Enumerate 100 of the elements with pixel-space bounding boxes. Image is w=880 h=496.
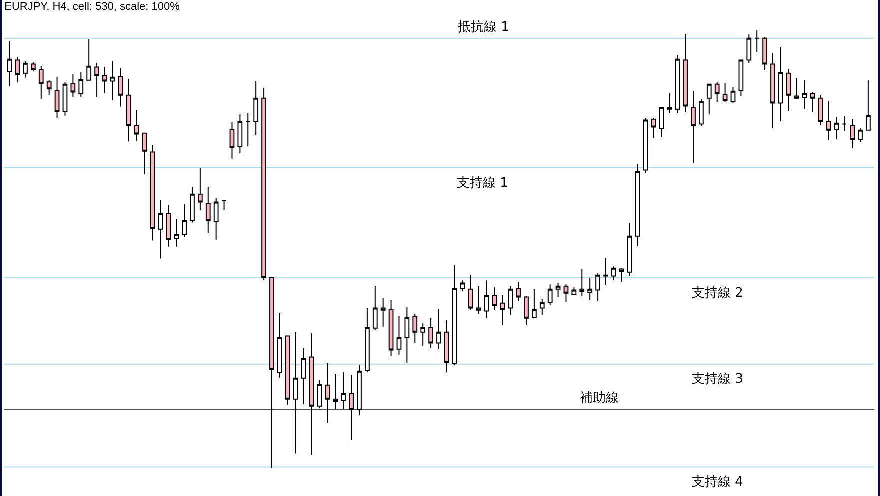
- candlestick: [118, 68, 124, 108]
- candlestick: [476, 286, 482, 315]
- candlestick: [722, 82, 728, 103]
- candlestick: [357, 365, 362, 416]
- candlestick: [333, 374, 338, 410]
- candlestick: [278, 313, 282, 378]
- candlestick: [30, 62, 36, 72]
- candlestick: [706, 84, 712, 116]
- candlestick: [388, 300, 394, 357]
- candlestick: [619, 268, 624, 283]
- candlestick: [635, 164, 640, 247]
- ref-line-label: 抵抗線 1: [457, 20, 510, 35]
- candlestick: [540, 298, 545, 316]
- candlestick: [770, 52, 776, 130]
- ref-line-label: 支持線 2: [692, 286, 744, 301]
- candlestick: [254, 80, 259, 136]
- candlestick: [182, 204, 187, 238]
- candlestick: [842, 116, 848, 132]
- candlestick: [230, 122, 235, 160]
- candlestick: [460, 280, 466, 292]
- candlestick: [110, 60, 116, 102]
- ref-line-label: 補助線: [580, 391, 619, 406]
- candlestick: [572, 287, 577, 296]
- candlestick: [866, 80, 871, 131]
- candlestick: [588, 278, 593, 301]
- candlestick: [317, 380, 322, 410]
- candlestick: [556, 282, 561, 298]
- candlestick: [78, 72, 84, 98]
- candlestick: [612, 266, 616, 282]
- candlestick: [730, 86, 736, 104]
- candlestick: [596, 273, 600, 302]
- ref-line-label: 支持線 1: [457, 176, 508, 191]
- candlestick: [166, 204, 172, 248]
- candlestick: [46, 79, 52, 96]
- candlestick: [834, 116, 840, 140]
- candlestick: [850, 118, 855, 149]
- candlestick: [802, 80, 808, 110]
- candlestick: [604, 258, 608, 286]
- candlestick: [262, 87, 266, 281]
- candlestick: [206, 186, 211, 234]
- candlestick: [762, 36, 768, 71]
- candlestick: [826, 100, 832, 141]
- candlestick: [667, 93, 672, 114]
- candlestick: [698, 98, 704, 127]
- candlestick: [786, 68, 792, 112]
- ref-line-label: 支持線 3: [692, 372, 744, 387]
- candlestick: [691, 90, 696, 164]
- candlestick: [778, 47, 784, 122]
- candlestick: [428, 318, 434, 350]
- candlestick: [198, 168, 203, 212]
- candlestick: [309, 333, 314, 456]
- candlestick: [714, 82, 720, 103]
- candlestick: [524, 296, 529, 326]
- candlestick: [380, 298, 386, 328]
- candlestick: [364, 308, 370, 374]
- candlestick: [222, 200, 227, 212]
- candlestick: [444, 320, 450, 374]
- ref-line-label: 支持線 4: [692, 475, 744, 490]
- candlestick: [412, 314, 418, 344]
- candlestick: [246, 112, 251, 148]
- candlestick: [738, 60, 744, 97]
- candlestick: [142, 132, 148, 176]
- candlestick: [325, 362, 330, 424]
- candlestick: [62, 82, 68, 116]
- candlestick: [420, 323, 426, 347]
- candlestick: [643, 118, 648, 174]
- candlestick: [94, 62, 100, 98]
- candlestick: [580, 268, 585, 297]
- candlestick: [659, 107, 664, 138]
- candlestick: [126, 78, 132, 142]
- candlestick: [214, 198, 219, 240]
- candlestick: [452, 264, 458, 366]
- candlestick: [15, 56, 20, 84]
- candlestick: [285, 336, 290, 406]
- candlestick: [270, 277, 274, 469]
- candlestick: [349, 374, 354, 442]
- candlestick: [293, 332, 298, 454]
- candlestick: [651, 118, 656, 139]
- candlestick: [301, 348, 306, 406]
- candlestick: [532, 288, 537, 319]
- candlestick: [818, 94, 824, 126]
- candlestick: [7, 40, 12, 87]
- candlestick: [436, 309, 442, 350]
- candlestick: [484, 280, 490, 319]
- candlestick: [150, 144, 156, 242]
- candlestick: [564, 284, 569, 304]
- candlestick: [548, 284, 553, 306]
- candlestick: [38, 66, 44, 100]
- candlestick: [341, 372, 346, 410]
- candlestick: [508, 286, 514, 316]
- candlestick: [70, 73, 76, 98]
- candlestick: [86, 38, 92, 81]
- candlestick: [675, 54, 680, 114]
- candlestick: [372, 286, 378, 332]
- candlestick: [238, 114, 243, 154]
- candlestick: [396, 316, 402, 356]
- candlestick: [404, 306, 410, 364]
- candlestick: [54, 76, 60, 120]
- candlestick: [492, 287, 498, 311]
- candlestick: [134, 110, 140, 142]
